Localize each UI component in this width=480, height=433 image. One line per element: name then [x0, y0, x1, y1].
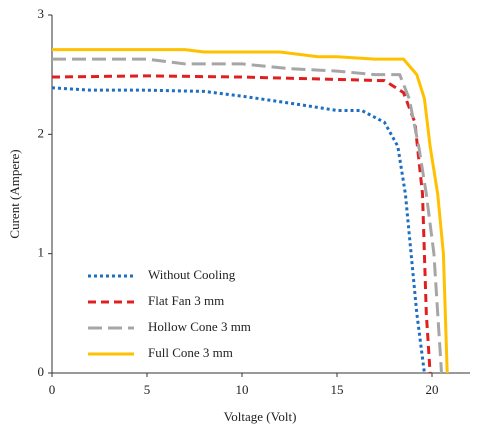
legend-label: Flat Fan 3 mm: [148, 293, 224, 308]
legend-label: Without Cooling: [148, 267, 236, 282]
series-line: [51, 86, 426, 374]
x-tick-label: 5: [144, 382, 151, 397]
y-axis-label: Curent (Ampere): [7, 149, 22, 238]
legend-label: Hollow Cone 3 mm: [148, 319, 251, 334]
y-tick-label: 2: [38, 125, 45, 140]
x-tick-label: 0: [49, 382, 56, 397]
x-tick-label: 10: [236, 382, 249, 397]
series-line: [52, 48, 449, 374]
y-tick-label: 0: [38, 364, 45, 379]
y-tick-label: 3: [38, 6, 45, 21]
series-line: [52, 57, 443, 374]
x-axis-label: Voltage (Volt): [224, 409, 297, 424]
series-line: [51, 74, 432, 374]
y-tick-label: 1: [38, 245, 45, 260]
x-tick-label: 20: [426, 382, 439, 397]
legend-label: Full Cone 3 mm: [148, 345, 233, 360]
x-tick-label: 15: [331, 382, 344, 397]
